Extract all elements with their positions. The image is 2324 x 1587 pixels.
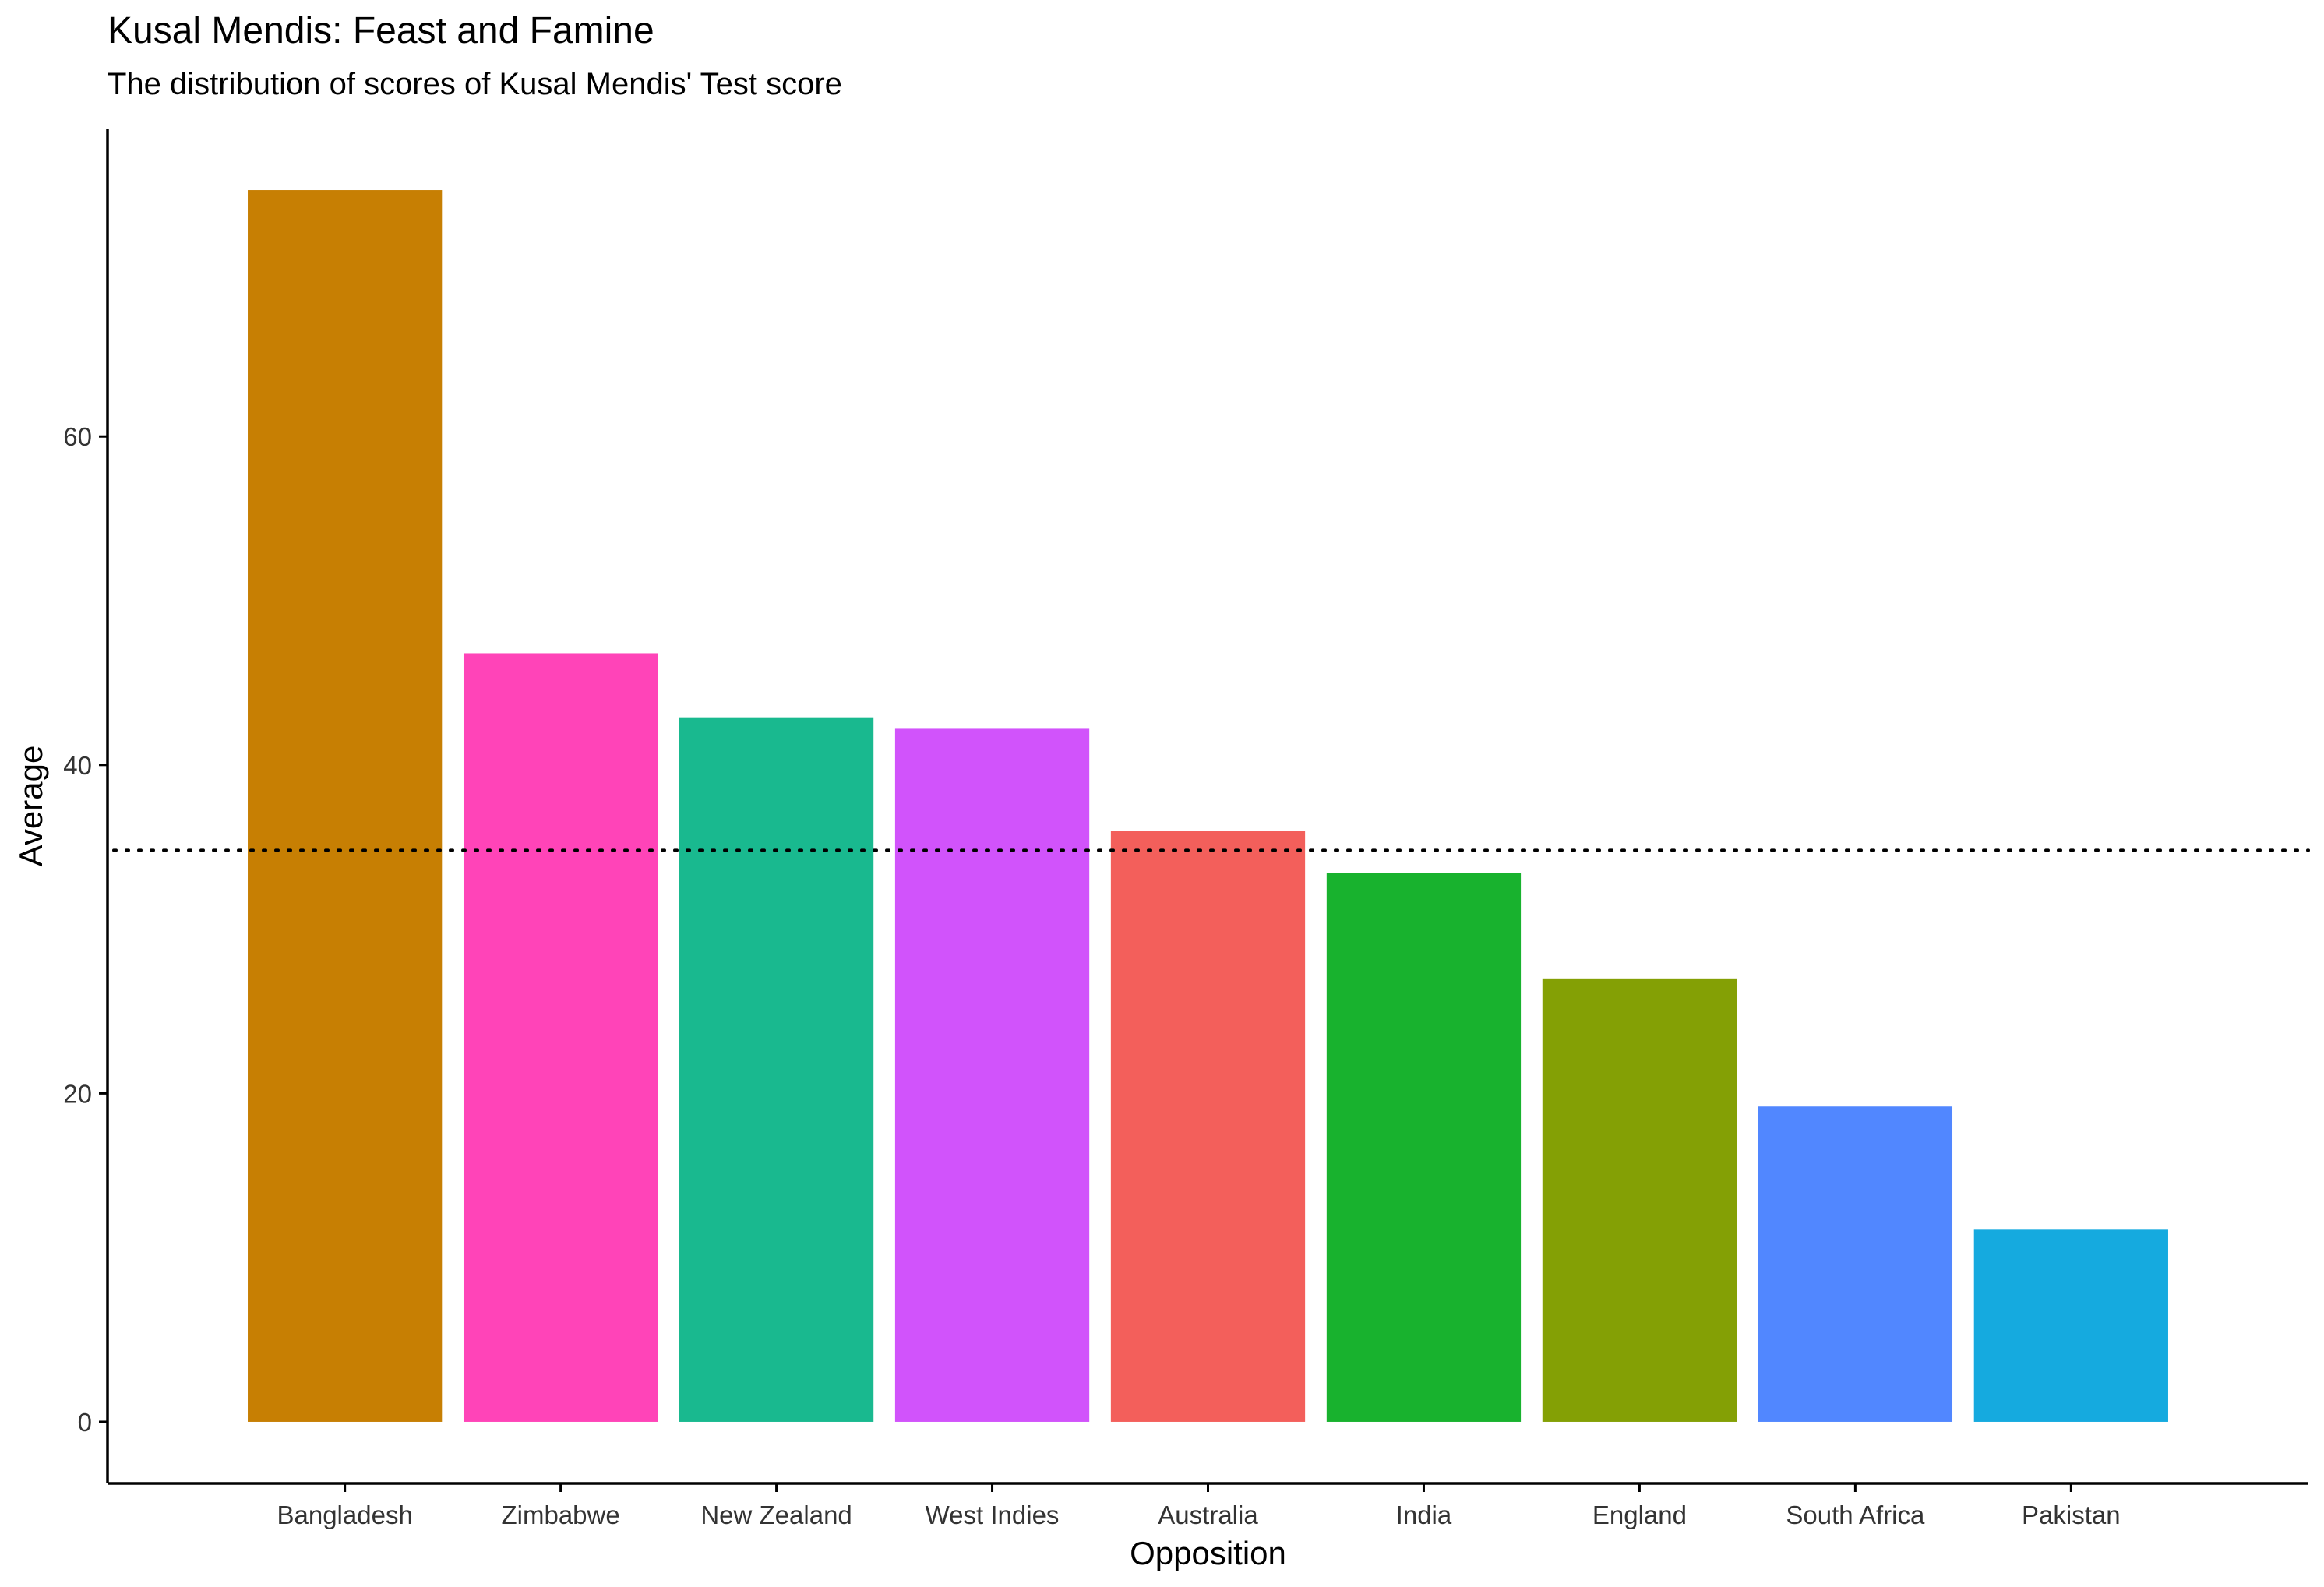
bar-zimbabwe [463, 653, 658, 1422]
x-tick-label: Zimbabwe [502, 1501, 620, 1529]
bar-new-zealand [679, 717, 874, 1422]
bar-australia [1110, 831, 1306, 1422]
bars-group [248, 190, 2168, 1422]
bar-india [1326, 873, 1522, 1422]
bar-pakistan [1973, 1229, 2168, 1422]
bar-west-indies [894, 728, 1090, 1422]
y-ticks-group: 0 20 40 60 [63, 422, 108, 1437]
x-tick-label: West Indies [926, 1501, 1060, 1529]
x-axis-title: Opposition [1130, 1535, 1286, 1571]
x-tick-label: Australia [1158, 1501, 1258, 1529]
chart-title: Kusal Mendis: Feast and Famine [108, 10, 654, 51]
y-tick-label: 0 [78, 1408, 92, 1437]
y-axis-title: Average [12, 746, 49, 867]
x-ticks-group: Bangladesh Zimbabwe New Zealand West Indies… [277, 1483, 2121, 1529]
x-tick-label: England [1592, 1501, 1687, 1529]
y-tick-label: 40 [63, 751, 92, 780]
bar-bangladesh [248, 190, 443, 1422]
bar-south-africa [1758, 1106, 1953, 1422]
x-tick-label: South Africa [1786, 1501, 1925, 1529]
x-tick-label: Pakistan [2022, 1501, 2121, 1529]
x-tick-label: Bangladesh [277, 1501, 412, 1529]
y-tick-label: 20 [63, 1079, 92, 1108]
chart-subtitle: The distribution of scores of Kusal Mend… [108, 67, 842, 101]
x-tick-label: India [1396, 1501, 1452, 1529]
bar-england [1542, 978, 1737, 1422]
x-tick-label: New Zealand [700, 1501, 852, 1529]
y-tick-label: 60 [63, 422, 92, 451]
